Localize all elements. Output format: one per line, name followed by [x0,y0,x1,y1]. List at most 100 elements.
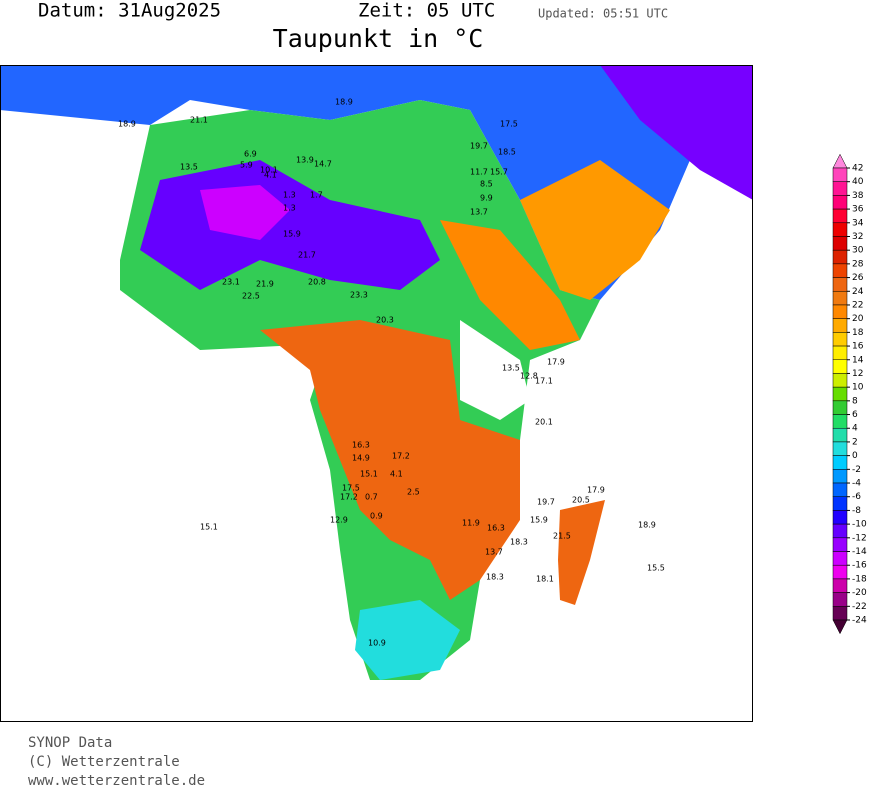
station-value: 12.8 [520,372,538,381]
colorbar-bin [832,386,848,402]
colorbar-bin [832,496,848,511]
map-frame [0,65,753,722]
station-value: 17.5 [342,484,360,493]
colorbar-label: 38 [852,191,864,201]
station-value: 18.1 [536,575,554,584]
station-value: 16.3 [352,441,370,450]
updated: Updated: 05:51 UTC [538,7,668,21]
station-value: 18.3 [486,573,504,582]
station-value: 18.9 [638,521,656,530]
colorbar-bin [832,427,848,443]
station-value: 11.7 [470,168,488,177]
colorbar-bin [832,359,848,374]
colorbar-bin [832,249,848,265]
colorbar-label: -2 [852,465,861,475]
station-value: 13.7 [485,548,503,557]
colorbar-label: 16 [852,342,864,352]
station-value: 17.9 [547,358,565,367]
colorbar-cap [832,619,848,635]
colorbar-bin [832,606,848,621]
colorbar-label: 22 [852,300,863,310]
colorbar-label: -18 [852,574,867,584]
colorbar-label: 36 [852,205,864,215]
colorbar-bin [832,537,848,552]
colorbar-label: 24 [852,287,864,297]
colorbar-label: 4 [852,424,858,434]
station-value: 13.7 [470,208,488,217]
footer-line: (C) Wetterzentrale [28,754,180,770]
footer-line: SYNOP Data [28,735,112,751]
station-value: 4.1 [390,470,403,479]
station-value: 20.8 [308,278,326,287]
colorbar-label: -4 [852,479,861,489]
station-value: 20.1 [535,418,553,427]
station-value: 15.5 [647,564,665,573]
colorbar-bin [832,345,848,361]
station-value: 19.7 [470,142,488,151]
colorbar-label: 12 [852,369,863,379]
colorbar-label: 40 [852,177,864,187]
colorbar-bin [832,551,848,566]
station-value: 14.7 [314,160,332,169]
colorbar-label: 34 [852,218,864,228]
title: Taupunkt in °C [273,24,484,53]
station-value: 0.9 [370,512,383,521]
colorbar-bin [832,208,848,224]
colorbar-label: 10 [852,383,864,393]
colorbar-label: -6 [852,492,861,502]
station-value: 21.5 [553,532,571,541]
station-value: 15.9 [283,230,301,239]
station-value: 15.7 [490,168,508,177]
station-value: 19.7 [537,498,555,507]
colorbar-bin [832,291,848,306]
central-humid [260,320,520,600]
station-value: 1.3 [283,204,296,213]
footer-line: www.wetterzentrale.de [28,773,205,787]
colorbar-label: 18 [852,328,864,338]
colorbar-label: -12 [852,533,867,543]
station-value: 13.5 [502,364,520,373]
station-value: 11.9 [462,519,480,528]
colorbar-bin [832,195,848,210]
sahara-very-dry [200,185,290,240]
colorbar-bin [832,578,848,593]
colorbar-label: -24 [852,616,867,626]
colorbar-bin [832,277,848,292]
colorbar-label: 0 [852,451,858,461]
colorbar-cap [832,153,848,169]
colorbar-bin [832,222,848,237]
station-value: 9.9 [480,194,493,203]
station-value: 20.3 [376,316,394,325]
colorbar-label: 14 [852,355,864,365]
station-value: 13.9 [296,156,314,165]
colorbar-bin [832,564,848,580]
map [0,65,753,722]
station-value: 17.1 [535,377,553,386]
station-value: 18.9 [118,120,136,129]
station-value: 8.5 [480,180,493,189]
colorbar-bin [832,510,848,525]
colorbar-label: -20 [852,588,867,598]
station-value: 18.5 [498,148,516,157]
station-value: 2.5 [407,488,420,497]
colorbar-label: 28 [852,259,864,269]
colorbar-bin [832,263,848,278]
colorbar-bin [832,469,848,484]
south-field [355,600,460,680]
date: Datum: 31Aug2025 [38,0,221,22]
station-value: 21.7 [298,251,316,260]
colorbar-label: -22 [852,602,867,612]
colorbar-label: 6 [852,410,858,420]
colorbar-label: -8 [852,506,861,516]
no-data [460,320,530,420]
station-value: 15.1 [360,470,378,479]
colorbar-label: 8 [852,396,858,406]
colorbar-bin [832,181,848,196]
colorbar-bin [832,304,848,319]
station-value: 17.9 [587,486,605,495]
station-value: 5.9 [240,161,253,170]
station-value: 18.9 [335,98,353,107]
colorbar-label: -14 [852,547,867,557]
